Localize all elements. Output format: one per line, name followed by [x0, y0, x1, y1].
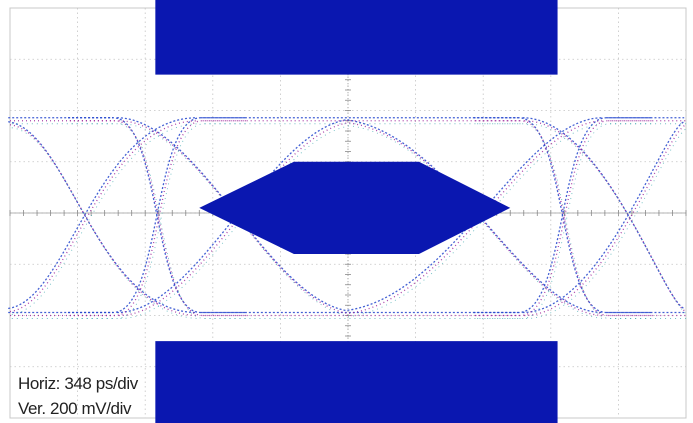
mask-top-region	[155, 0, 558, 75]
horizontal-scale-label: Horiz: 348 ps/div	[18, 374, 139, 393]
mask-regions	[155, 0, 558, 423]
eye-trace	[67, 117, 246, 314]
eye-trace	[8, 121, 197, 314]
eye-trace	[11, 123, 201, 315]
eye-trace	[116, 117, 603, 312]
eye-trace	[475, 120, 654, 317]
eye-trace	[473, 117, 652, 314]
eye-trace	[120, 125, 607, 319]
vertical-scale-label: Ver. 200 mV/div	[18, 399, 132, 418]
eye-trace	[8, 117, 197, 310]
eye-traces	[8, 117, 689, 319]
eye-trace	[120, 123, 607, 317]
eye-trace	[475, 120, 654, 317]
mask-center-hexagon	[199, 161, 511, 254]
eye-trace	[116, 119, 603, 314]
eye-trace	[69, 120, 248, 317]
eye-trace	[69, 120, 248, 317]
eye-trace	[11, 127, 201, 319]
scale-readout: Horiz: 348 ps/div Ver. 200 mV/div	[18, 374, 139, 418]
mask-bottom-region	[155, 341, 558, 423]
